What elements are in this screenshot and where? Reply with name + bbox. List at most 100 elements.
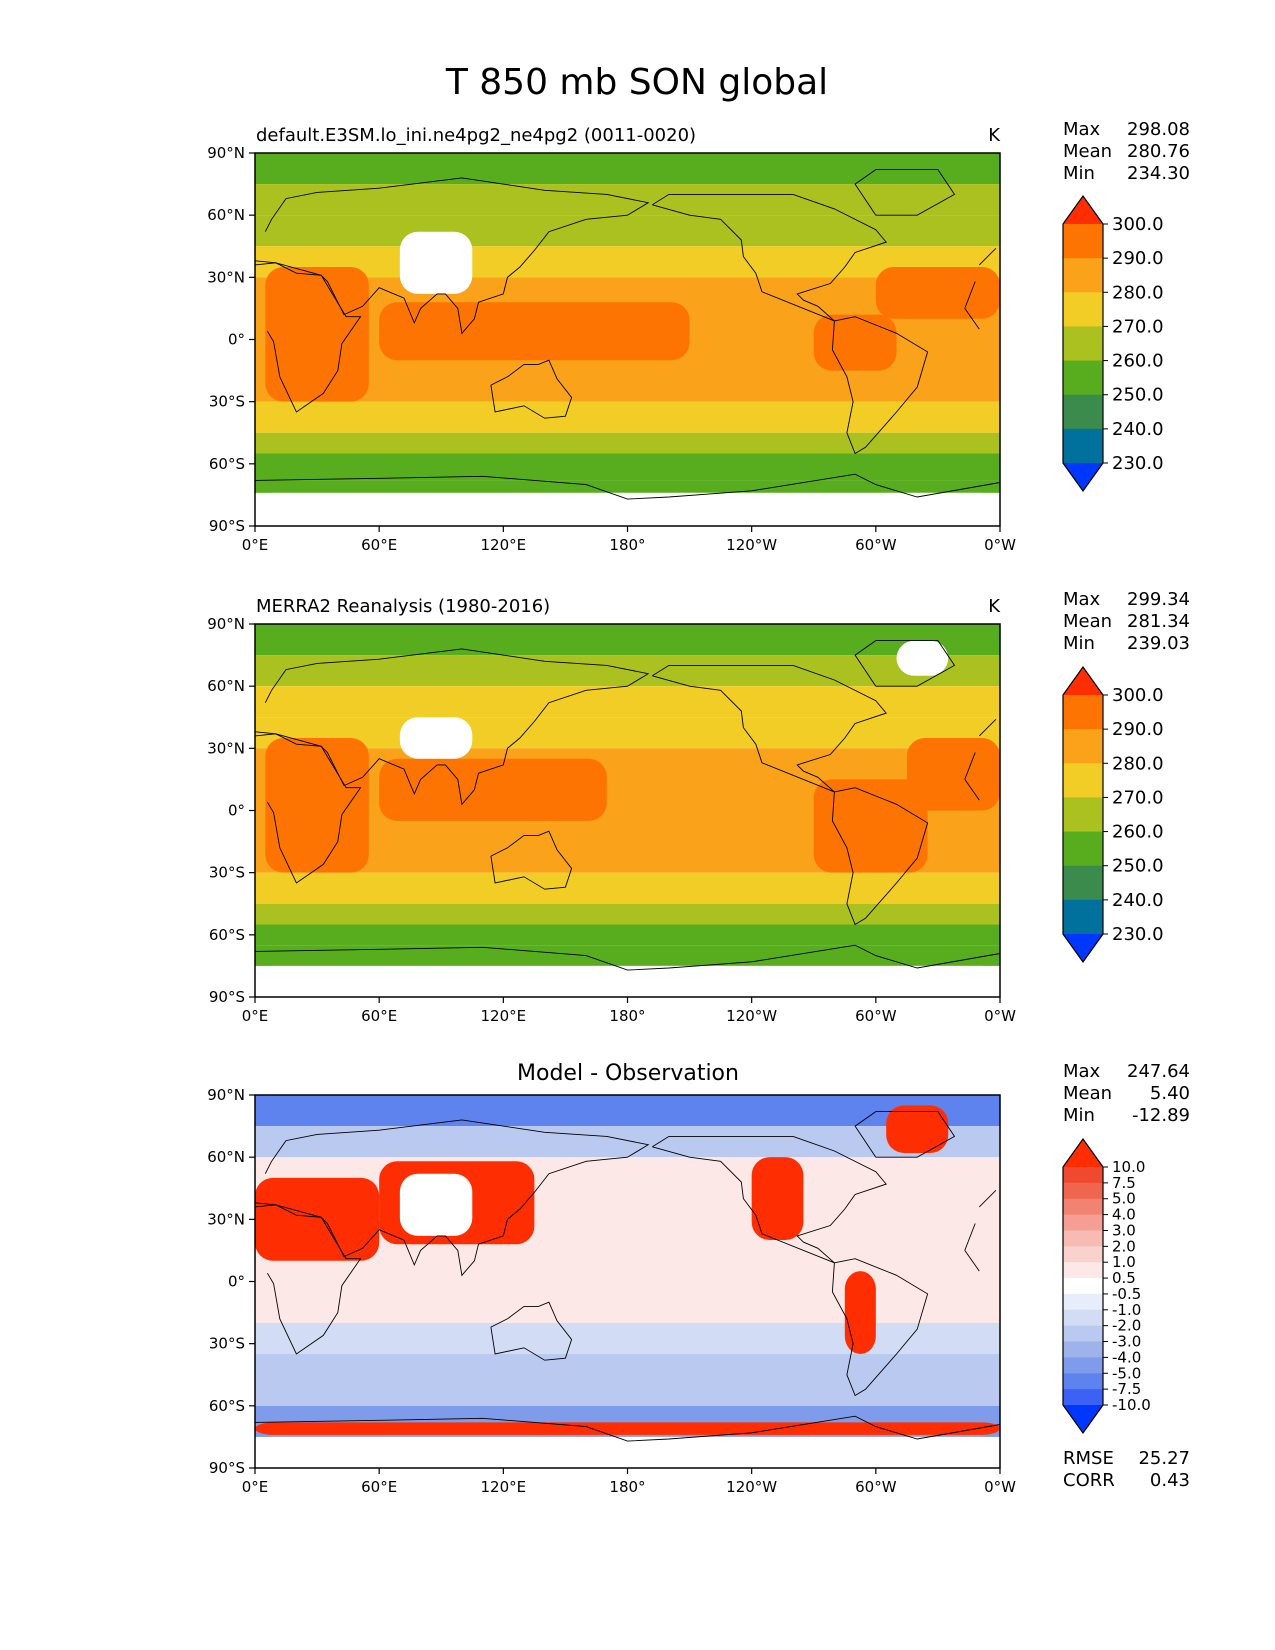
x-tick-label: 60°E (361, 536, 397, 554)
map-axes: 0°E 60°E 120°E 180° 120°W 60°W 0°W 90°N 60°N 30°N… (207, 615, 1016, 1025)
colorbar-swatch (1063, 326, 1103, 362)
zonal-band (255, 480, 1000, 493)
colorbar-label: -0.5 (1112, 1285, 1141, 1303)
x-tick-label: 120°W (726, 536, 777, 554)
stat-max-value: 247.64 (1127, 1061, 1190, 1082)
field-region (255, 1422, 1000, 1435)
stat-max-label: Max (1063, 589, 1101, 610)
panel-title: default.E3SM.lo_ini.ne4pg2_ne4pg2 (0011-… (256, 125, 696, 146)
colorbar-label: -2.0 (1112, 1317, 1141, 1335)
colorbar-label: 300.0 (1112, 685, 1164, 706)
colorbar-extend-top (1063, 1139, 1103, 1167)
stat-mean-value: 281.34 (1127, 611, 1190, 632)
stat-rmse-value: 25.27 (1138, 1448, 1190, 1469)
colorbar-label: 280.0 (1112, 753, 1164, 774)
x-tick-label: 0°E (242, 536, 269, 554)
zonal-band (255, 246, 1000, 278)
colorbar-extend-bottom (1063, 463, 1103, 491)
zonal-band (255, 1354, 1000, 1406)
zonal-band (255, 717, 1000, 749)
colorbar: 300.0 290.0 280.0 270.0 260.0 250.0 240.0 230.0 (1062, 665, 1164, 964)
x-tick-label: 60°E (361, 1007, 397, 1025)
x-tick-label: 60°W (855, 1007, 897, 1025)
y-tick-label: 0° (228, 802, 245, 820)
zonal-band (255, 903, 1000, 925)
colorbar-swatch (1063, 695, 1103, 730)
missing-region (399, 717, 473, 759)
coastline (255, 648, 997, 806)
colorbar-swatch (1063, 1373, 1103, 1390)
colorbar-label: 1.0 (1112, 1253, 1136, 1271)
zonal-band (255, 686, 1000, 718)
colorbar-swatch (1063, 1357, 1103, 1374)
coastline (831, 316, 929, 455)
x-tick-label: 120°E (481, 536, 527, 554)
y-tick-label: 90°N (207, 1086, 245, 1104)
colorbar-label: 3.0 (1112, 1221, 1136, 1239)
field-region (265, 737, 369, 873)
y-tick-label: 60°S (209, 1397, 245, 1415)
x-tick-label: 120°W (726, 1007, 777, 1025)
y-tick-label: 30°N (207, 739, 245, 757)
y-tick-label: 90°N (207, 615, 245, 633)
colorbar-swatch (1063, 1262, 1103, 1279)
coastline (490, 359, 573, 419)
colorbar-label: 2.0 (1112, 1237, 1136, 1255)
y-tick-label: 60°N (207, 206, 245, 224)
colorbar-swatch (1063, 394, 1103, 430)
panel-title: MERRA2 Reanalysis (1980-2016) (256, 596, 550, 617)
colorbar-label: 240.0 (1112, 890, 1164, 911)
y-tick-label: 30°S (209, 393, 245, 411)
colorbar-swatch (1063, 1198, 1103, 1216)
x-tick-label: 120°W (726, 1478, 777, 1496)
stat-min-value: 239.03 (1127, 633, 1190, 654)
colorbar-label: 280.0 (1112, 282, 1164, 303)
x-tick-label: 60°W (855, 1478, 897, 1496)
stat-mean-label: Mean (1063, 141, 1112, 162)
coastline (255, 1415, 1000, 1442)
colorbar-label: -1.0 (1112, 1301, 1141, 1319)
zonal-band (255, 624, 1000, 656)
colorbar-label: 270.0 (1112, 787, 1164, 808)
y-tick-label: 0° (228, 331, 245, 349)
stat-corr-label: CORR (1063, 1470, 1115, 1491)
colorbar-swatch (1063, 763, 1103, 798)
coastline (831, 1258, 929, 1397)
colorbar-swatch (1063, 1167, 1103, 1184)
zonal-band (255, 872, 1000, 904)
x-tick-label: 180° (609, 1478, 645, 1496)
field-region (875, 266, 1000, 319)
coastline (652, 664, 887, 793)
stat-mean-label: Mean (1063, 611, 1112, 632)
colorbar-label: 290.0 (1112, 719, 1164, 740)
colorbar-swatch (1063, 1182, 1103, 1200)
zonal-band (255, 215, 1000, 247)
colorbar-label: 260.0 (1112, 351, 1164, 372)
stats-box: Max 299.34 Mean 281.34 Min 239.03 (1063, 589, 1190, 654)
zonal-band (255, 945, 1000, 966)
stat-mean-value: 280.76 (1127, 141, 1190, 162)
colorbar-swatch (1063, 1214, 1103, 1231)
missing-region (255, 1436, 1000, 1468)
y-tick-label: 60°N (207, 1148, 245, 1166)
colorbar-label: 0.5 (1112, 1269, 1136, 1287)
x-tick-label: 0°W (984, 1007, 1016, 1025)
stat-max-label: Max (1063, 1061, 1101, 1082)
coastline (255, 944, 1000, 971)
panel-units: K (988, 596, 1001, 617)
coastline (854, 640, 956, 687)
field-region (379, 758, 607, 821)
figure-title: T 850 mb SON global (445, 62, 828, 103)
colorbar-swatch (1063, 1309, 1103, 1327)
stat-max-label: Max (1063, 119, 1101, 140)
panel-test: default.E3SM.lo_ini.ne4pg2_ne4pg2 (0011-… (207, 119, 1190, 554)
colorbar-swatch (1063, 797, 1103, 833)
stat-mean-value: 5.40 (1150, 1083, 1190, 1104)
map-axes: 0°E 60°E 120°E 180° 120°W 60°W 0°W 90°N 60°N 30°N… (207, 144, 1016, 554)
colorbar-label: 10.0 (1112, 1158, 1145, 1176)
zonal-band (255, 153, 1000, 185)
colorbar-swatch (1063, 258, 1103, 293)
colorbar-label: 250.0 (1112, 385, 1164, 406)
stat-min-label: Min (1063, 633, 1095, 654)
zonal-band (255, 401, 1000, 433)
